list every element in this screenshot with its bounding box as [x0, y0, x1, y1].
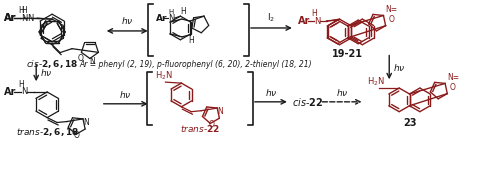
- Text: N: N: [22, 88, 28, 96]
- Text: N: N: [168, 14, 175, 23]
- Text: $\mathit{cis}$-$\mathbf{2,6,18}$: $\mathit{cis}$-$\mathbf{2,6,18}$: [26, 58, 78, 70]
- Text: N: N: [83, 118, 89, 127]
- Text: Ar: Ar: [4, 87, 16, 97]
- Text: O: O: [74, 131, 80, 140]
- Text: 23: 23: [403, 118, 416, 128]
- Text: $h\nu$: $h\nu$: [264, 87, 277, 98]
- Text: H: H: [180, 7, 186, 16]
- Text: H: H: [311, 9, 316, 18]
- Text: H: H: [22, 6, 27, 15]
- Text: $\mathrm{H_2N}$: $\mathrm{H_2N}$: [368, 76, 385, 88]
- Text: H: H: [18, 6, 24, 15]
- Text: O: O: [208, 120, 214, 129]
- Text: Ar: Ar: [4, 13, 16, 23]
- Text: $h\nu$: $h\nu$: [393, 62, 406, 73]
- Text: $\mathit{trans}$-$\mathbf{22}$: $\mathit{trans}$-$\mathbf{22}$: [180, 122, 220, 134]
- Text: N=: N=: [447, 73, 459, 82]
- Text: Ar: Ar: [4, 13, 16, 23]
- Text: $h\nu$: $h\nu$: [120, 89, 132, 100]
- Text: $h\nu$: $h\nu$: [40, 67, 52, 78]
- Text: $\mathit{trans}$-$\mathbf{2,6,18}$: $\mathit{trans}$-$\mathbf{2,6,18}$: [16, 126, 78, 139]
- Text: $\mathit{cis}$-$\mathbf{22}$: $\mathit{cis}$-$\mathbf{22}$: [292, 96, 323, 108]
- Text: N: N: [314, 17, 320, 26]
- Text: Ar = phenyl (2, 19), p-fluorophenyl (6, 20), 2-thienyl (18, 21): Ar = phenyl (2, 19), p-fluorophenyl (6, …: [79, 60, 312, 70]
- Text: O: O: [388, 15, 394, 24]
- Text: N: N: [89, 57, 95, 66]
- Text: $\mathrm{H_2N}$: $\mathrm{H_2N}$: [154, 70, 172, 82]
- Text: Ar: Ar: [156, 14, 167, 23]
- Text: O: O: [78, 54, 84, 63]
- Text: N: N: [22, 14, 28, 23]
- Text: H: H: [188, 36, 194, 45]
- Text: O: O: [450, 83, 456, 92]
- Text: $h\nu$: $h\nu$: [121, 15, 134, 26]
- Text: H: H: [168, 9, 173, 15]
- Text: Ar: Ar: [298, 16, 310, 26]
- Text: N: N: [218, 107, 223, 116]
- Text: $h\nu$: $h\nu$: [336, 87, 348, 98]
- Text: 19-21: 19-21: [332, 49, 364, 59]
- Text: $\mathrm{I_2}$: $\mathrm{I_2}$: [268, 11, 276, 24]
- Text: N: N: [27, 14, 34, 23]
- Text: N=: N=: [386, 5, 398, 14]
- Text: H: H: [18, 80, 24, 89]
